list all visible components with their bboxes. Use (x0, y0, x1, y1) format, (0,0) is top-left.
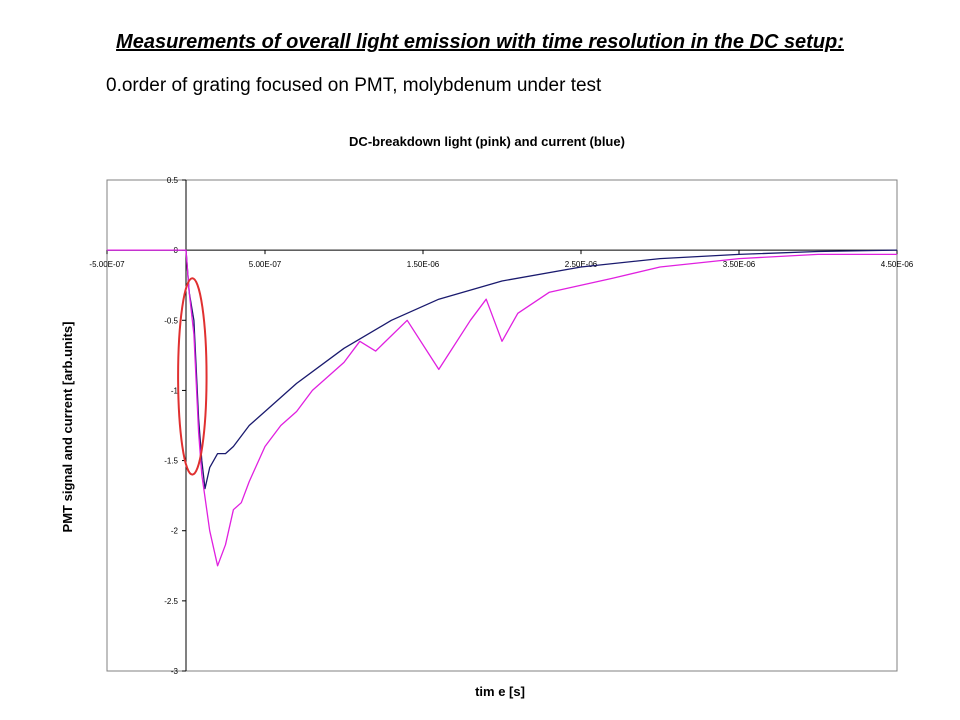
y-tick-label: -1 (171, 386, 179, 395)
chart-title: DC-breakdown light (pink) and current (b… (349, 134, 625, 149)
x-tick-label: -5.00E-07 (89, 260, 125, 269)
x-tick-label: 1.50E-06 (407, 260, 440, 269)
y-axis-label: PMT signal and current [arb.units] (60, 322, 75, 533)
y-tick-label: -2 (171, 527, 179, 536)
slide-subtitle: 0.order of grating focused on PMT, molyb… (106, 75, 602, 96)
y-tick-label: 0.5 (167, 176, 179, 185)
y-tick-label: -3 (171, 667, 179, 676)
plot-area (106, 179, 898, 672)
y-tick-label: -1.5 (164, 457, 178, 466)
series-line-2 (107, 249, 897, 567)
x-tick-label: 5.00E-07 (249, 260, 282, 269)
y-tick-label: -2.5 (164, 597, 178, 606)
y-tick-label: -0.5 (164, 316, 178, 325)
x-tick-label: 2.50E-06 (565, 260, 598, 269)
x-tick-label: 3.50E-06 (723, 260, 756, 269)
slide-title: Measurements of overall light emission w… (116, 31, 844, 53)
x-axis-label: tim e [s] (475, 684, 525, 699)
x-tick-label: 4.50E-06 (881, 260, 914, 269)
series-line-1 (107, 249, 898, 490)
highlight-ellipse (177, 277, 208, 476)
